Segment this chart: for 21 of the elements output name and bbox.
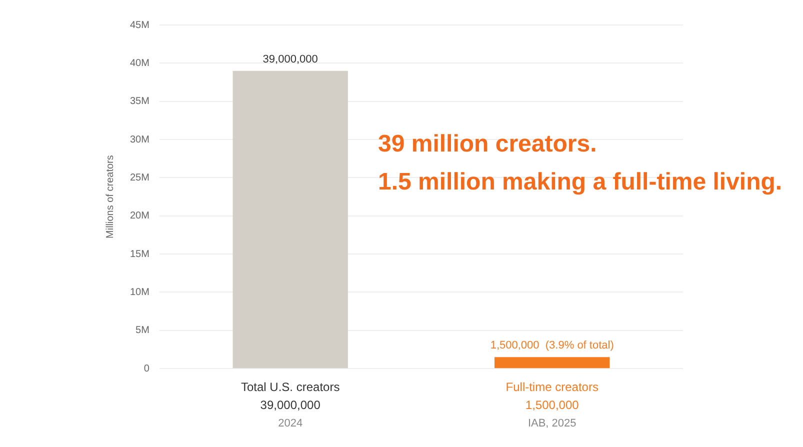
y-axis-title: Millions of creators <box>104 155 116 238</box>
y-tick-label: 25M <box>130 172 150 184</box>
y-tick-label: 30M <box>130 134 150 146</box>
y-tick-label: 0 <box>144 363 150 374</box>
text: 39,000,000 <box>260 398 321 412</box>
text: IAB, 2025 <box>528 418 576 430</box>
data-label: 1,500,000 (3.9% of total) <box>490 340 614 352</box>
data-label: 39,000,000 <box>262 53 318 66</box>
annotation: 1.5 million making a full-time living. <box>378 168 782 196</box>
y-tick-label: 5M <box>136 325 150 336</box>
y-tick-label: 10M <box>130 286 150 298</box>
annotation: 39 million creators. <box>378 130 597 158</box>
x-tick-label: Total U.S. creators <box>240 380 340 394</box>
y-tick-label: 45M <box>130 20 150 31</box>
y-tick-label: 20M <box>130 210 150 222</box>
y-tick-label: 40M <box>130 58 150 69</box>
y-tick-label: 15M <box>130 248 150 260</box>
y-tick-label: 35M <box>130 96 150 108</box>
text: 1,500,000 <box>525 398 580 412</box>
x-tick-label: Full-time creators <box>506 380 598 394</box>
text: 2024 <box>278 418 303 430</box>
